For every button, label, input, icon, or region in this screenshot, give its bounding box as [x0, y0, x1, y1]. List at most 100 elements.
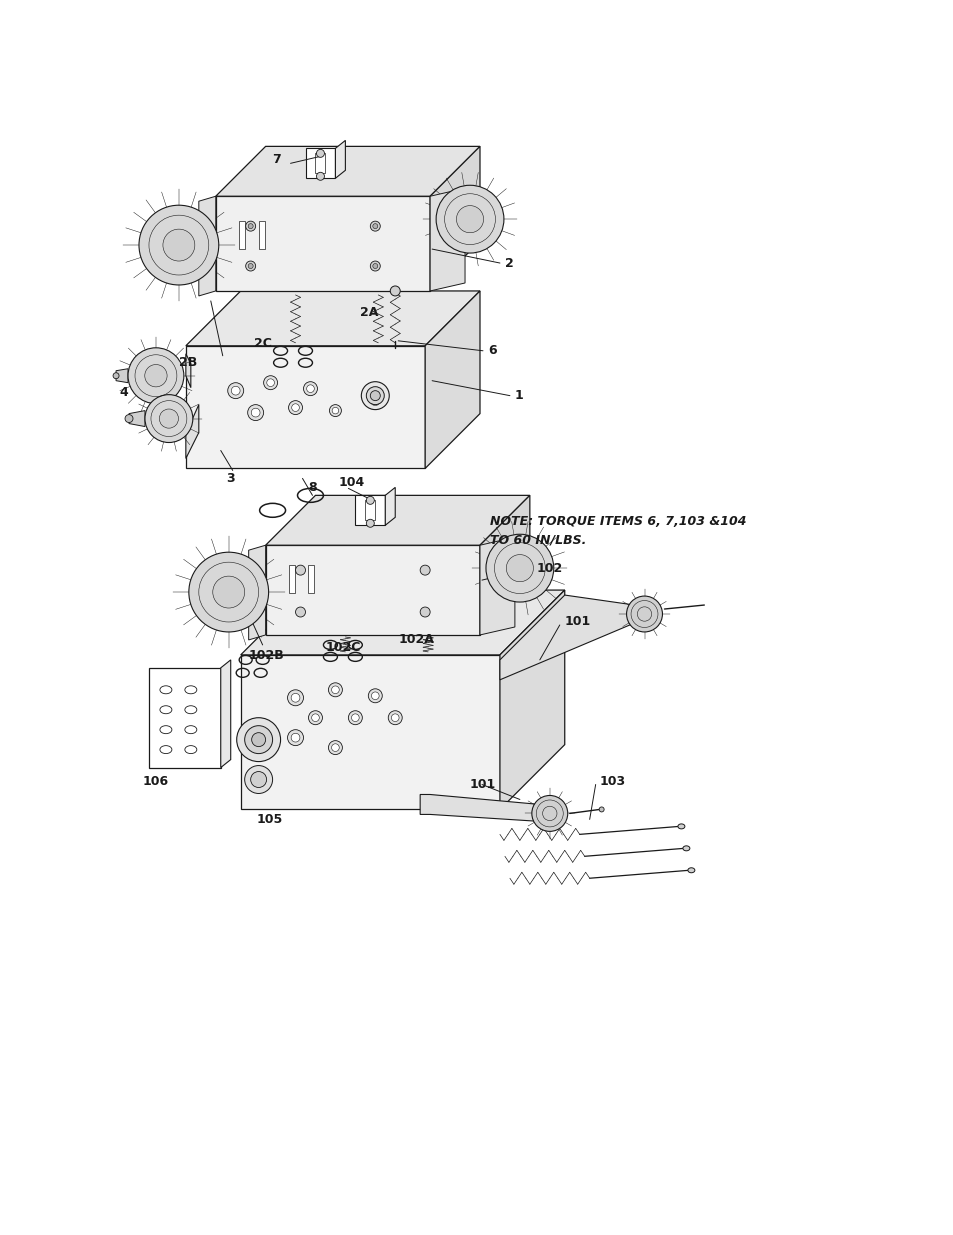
Ellipse shape — [678, 824, 684, 829]
Polygon shape — [240, 590, 564, 655]
Circle shape — [370, 261, 380, 270]
Polygon shape — [355, 495, 385, 525]
Ellipse shape — [125, 415, 132, 422]
Circle shape — [312, 714, 319, 721]
Circle shape — [291, 693, 299, 703]
Text: 4: 4 — [119, 387, 128, 399]
Polygon shape — [265, 495, 529, 545]
Polygon shape — [215, 147, 479, 196]
Circle shape — [316, 173, 324, 180]
Text: NOTE: TORQUE ITEMS 6, 7,103 &104: NOTE: TORQUE ITEMS 6, 7,103 &104 — [490, 515, 745, 529]
Circle shape — [351, 714, 359, 721]
Circle shape — [308, 710, 322, 725]
Polygon shape — [258, 221, 264, 249]
Text: 104: 104 — [338, 475, 364, 489]
Polygon shape — [385, 488, 395, 525]
Circle shape — [244, 726, 273, 753]
Circle shape — [373, 224, 377, 228]
Circle shape — [236, 718, 280, 762]
Circle shape — [263, 375, 277, 390]
Ellipse shape — [682, 846, 689, 851]
Text: 8: 8 — [308, 480, 316, 494]
Text: 102B: 102B — [249, 650, 284, 662]
Circle shape — [228, 383, 243, 399]
Circle shape — [328, 741, 342, 755]
Polygon shape — [308, 566, 314, 593]
Text: 2B: 2B — [178, 356, 197, 369]
Ellipse shape — [598, 806, 603, 811]
Polygon shape — [419, 794, 539, 821]
Polygon shape — [425, 291, 479, 468]
Text: 103: 103 — [599, 776, 625, 788]
Ellipse shape — [436, 185, 503, 253]
Circle shape — [246, 261, 255, 270]
Polygon shape — [430, 188, 464, 291]
Circle shape — [287, 730, 303, 746]
Polygon shape — [499, 590, 564, 809]
Circle shape — [231, 387, 240, 395]
Ellipse shape — [160, 685, 172, 694]
Circle shape — [303, 382, 317, 395]
Circle shape — [295, 566, 305, 576]
Circle shape — [251, 772, 266, 788]
Circle shape — [332, 408, 338, 414]
Circle shape — [373, 263, 377, 268]
Polygon shape — [215, 196, 430, 291]
Ellipse shape — [145, 364, 167, 387]
Text: 102: 102 — [537, 562, 562, 574]
Ellipse shape — [185, 685, 196, 694]
Circle shape — [366, 519, 374, 527]
Circle shape — [332, 743, 339, 751]
Circle shape — [332, 685, 339, 694]
Ellipse shape — [687, 868, 694, 873]
Polygon shape — [479, 495, 529, 635]
Circle shape — [368, 689, 382, 703]
Circle shape — [366, 391, 384, 410]
Circle shape — [246, 221, 255, 231]
Text: 3: 3 — [226, 472, 234, 485]
Text: 6: 6 — [487, 345, 497, 357]
Circle shape — [419, 566, 430, 576]
Circle shape — [419, 608, 430, 618]
Circle shape — [328, 683, 342, 697]
Circle shape — [306, 385, 314, 393]
Circle shape — [391, 714, 398, 721]
Ellipse shape — [531, 795, 567, 831]
Circle shape — [366, 496, 374, 504]
Circle shape — [292, 404, 299, 411]
Polygon shape — [249, 545, 265, 640]
Text: 105: 105 — [256, 813, 283, 826]
Circle shape — [316, 149, 324, 157]
Ellipse shape — [139, 205, 218, 285]
Circle shape — [361, 382, 389, 410]
Circle shape — [251, 409, 260, 417]
Polygon shape — [238, 221, 244, 249]
Polygon shape — [365, 500, 375, 520]
Text: 101: 101 — [470, 778, 496, 790]
Polygon shape — [315, 153, 325, 173]
Polygon shape — [305, 148, 335, 178]
Text: TO 60 IN/LBS.: TO 60 IN/LBS. — [490, 534, 586, 546]
Ellipse shape — [163, 230, 194, 261]
Polygon shape — [186, 346, 425, 468]
Ellipse shape — [456, 205, 483, 232]
Text: 2A: 2A — [360, 306, 378, 320]
Polygon shape — [499, 595, 634, 679]
Polygon shape — [430, 147, 479, 291]
Ellipse shape — [485, 535, 553, 601]
Ellipse shape — [160, 726, 172, 734]
Circle shape — [244, 766, 273, 793]
Ellipse shape — [213, 576, 244, 608]
Ellipse shape — [185, 705, 196, 714]
Text: 101: 101 — [564, 615, 590, 629]
Ellipse shape — [506, 555, 533, 582]
Polygon shape — [198, 196, 215, 296]
Ellipse shape — [185, 746, 196, 753]
Ellipse shape — [637, 606, 651, 621]
Circle shape — [288, 400, 302, 415]
Text: 102C: 102C — [325, 641, 360, 655]
Polygon shape — [240, 655, 499, 809]
Polygon shape — [479, 537, 515, 635]
Ellipse shape — [626, 597, 661, 632]
Circle shape — [370, 395, 380, 405]
